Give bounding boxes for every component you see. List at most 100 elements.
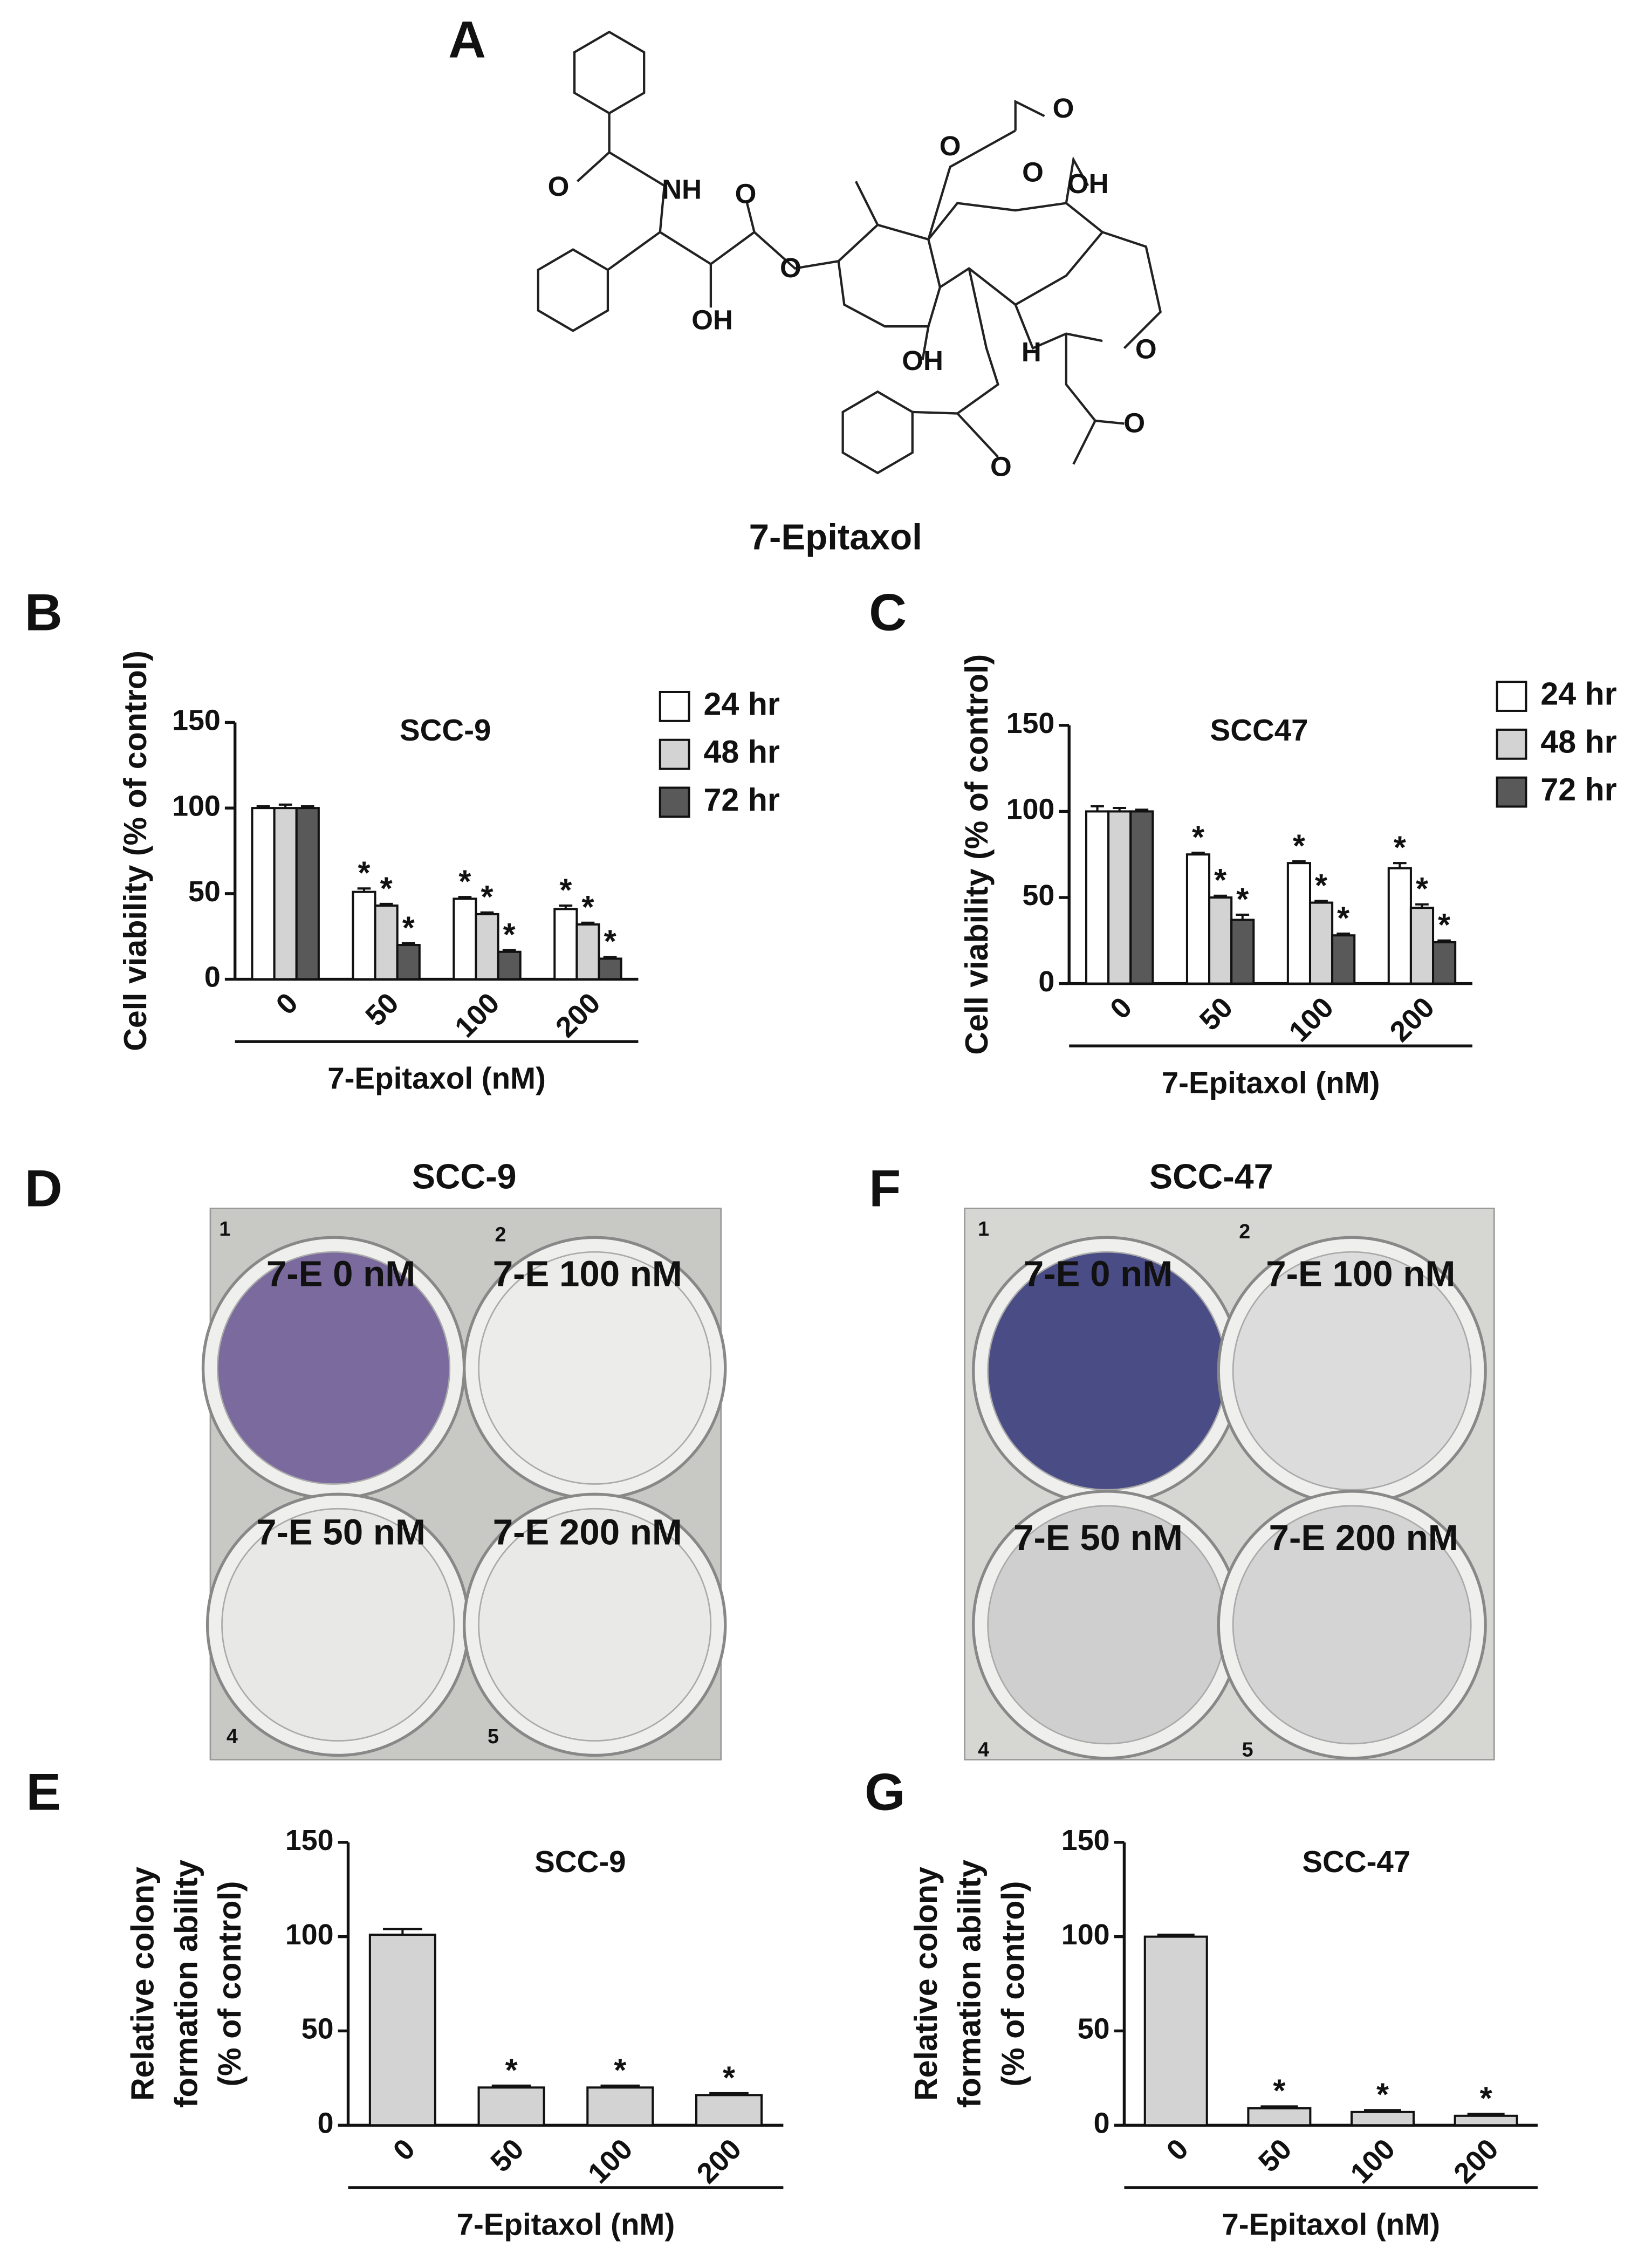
error-bar [1157, 1934, 1195, 1937]
error-bar [581, 921, 595, 924]
bar [396, 944, 421, 981]
atom: O [990, 451, 1012, 482]
legend-swatch [1496, 776, 1527, 808]
structure-bonds [537, 30, 1162, 475]
well-number: 2 [1239, 1220, 1250, 1243]
atom: O [1135, 333, 1157, 364]
y-axis-label: formation ability [951, 1860, 988, 2108]
significance-mark: * [614, 2052, 626, 2088]
y-axis-label: Cell viability (% of control) [117, 650, 153, 1051]
y-tick-label: 50 [1078, 2013, 1110, 2045]
bar [586, 2086, 654, 2127]
x-tick-label: 50 [484, 2133, 530, 2178]
error-bar [1091, 805, 1104, 812]
error-bar [256, 805, 270, 808]
significance-mark: * [458, 864, 471, 900]
significance-mark: * [1293, 827, 1305, 864]
bar [497, 950, 522, 981]
significance-mark: * [1236, 881, 1249, 917]
error-bar [1191, 852, 1205, 855]
y-tick-label: 0 [318, 2107, 334, 2140]
bar [1331, 934, 1356, 985]
error-bar [357, 887, 371, 892]
x-tick-label: 50 [1194, 991, 1239, 1037]
well [478, 1251, 712, 1485]
significance-mark: * [1416, 871, 1428, 907]
error-bar [502, 949, 516, 952]
y-axis-label: (% of control) [211, 1881, 248, 2086]
error-bar [480, 911, 494, 914]
x-tick-label: 50 [359, 986, 405, 1032]
bar [1308, 901, 1334, 985]
atom: O [548, 171, 570, 202]
bar [695, 2094, 763, 2127]
bar [1107, 810, 1132, 985]
y-axis-label: formation ability [168, 1860, 204, 2108]
error-bar [1135, 808, 1149, 812]
x-tick-label: 200 [1383, 991, 1441, 1048]
significance-mark: * [1192, 819, 1204, 855]
y-axis-label: Relative colony [908, 1867, 944, 2101]
significance-mark: * [723, 2059, 735, 2095]
significance-mark: * [1480, 2080, 1492, 2116]
legend-label: 48 hr [1540, 723, 1616, 759]
significance-mark: * [380, 870, 393, 906]
y-axis-label: Relative colony [125, 1867, 161, 2101]
bar [575, 923, 600, 981]
x-tick-label: 200 [550, 986, 607, 1044]
x-axis-label: 7-Epitaxol (nM) [1222, 2207, 1440, 2241]
bar [374, 905, 399, 981]
error-bar [1415, 903, 1429, 908]
bar [1185, 853, 1211, 985]
significance-mark: * [604, 923, 616, 960]
legend-swatch [659, 738, 690, 770]
bar [453, 897, 477, 981]
bar [1085, 810, 1110, 985]
x-axis-label: 7-Epitaxol (nM) [1162, 1066, 1380, 1100]
y-tick-label: 100 [285, 1918, 334, 1951]
bar [1143, 1935, 1208, 2127]
y-axis-label: Cell viability (% of control) [958, 654, 995, 1055]
bar [477, 2086, 545, 2127]
legend-label: 24 hr [703, 686, 779, 722]
y-tick-label: 0 [1094, 2107, 1110, 2140]
legend-swatch [659, 786, 690, 818]
bar [1351, 2111, 1415, 2127]
bar [251, 807, 276, 981]
bar [1208, 896, 1233, 985]
well [478, 1508, 712, 1742]
atom: OH [691, 305, 733, 335]
bar [352, 890, 376, 981]
atom: O [1053, 93, 1074, 124]
significance-mark: * [1315, 867, 1327, 903]
panel-letter: B [25, 583, 63, 642]
well-label: 7-E 0 nM [1024, 1254, 1173, 1294]
y-tick-label: 0 [204, 961, 221, 993]
error-bar [600, 2084, 640, 2088]
well-number: 1 [219, 1217, 230, 1240]
structure-atoms: O NH O O OH O O O OH OH H O O O [548, 93, 1157, 482]
significance-mark: * [1438, 907, 1450, 943]
compound-name: 7-Epitaxol [749, 517, 922, 557]
significance-mark: * [1273, 2073, 1285, 2109]
legend-label: 24 hr [1540, 676, 1616, 712]
error-bar [603, 956, 617, 959]
y-tick-label: 100 [172, 790, 221, 822]
chart-title: SCC47 [1210, 713, 1308, 747]
panel-letter: C [869, 583, 907, 642]
error-bar [491, 2084, 531, 2088]
chart-title: SCC-9 [400, 713, 491, 747]
bar [475, 913, 499, 981]
y-tick-label: 150 [172, 704, 221, 737]
bar [1432, 941, 1457, 985]
y-tick-label: 50 [1023, 879, 1055, 912]
error-bar [278, 803, 292, 808]
y-tick-label: 50 [188, 875, 221, 908]
error-bar [300, 805, 314, 808]
y-tick-label: 150 [1006, 707, 1055, 739]
significance-mark: * [559, 872, 572, 908]
atom: O [1022, 156, 1044, 187]
y-tick-label: 150 [1061, 1824, 1110, 1856]
well-label: 7-E 200 nM [1269, 1518, 1458, 1558]
